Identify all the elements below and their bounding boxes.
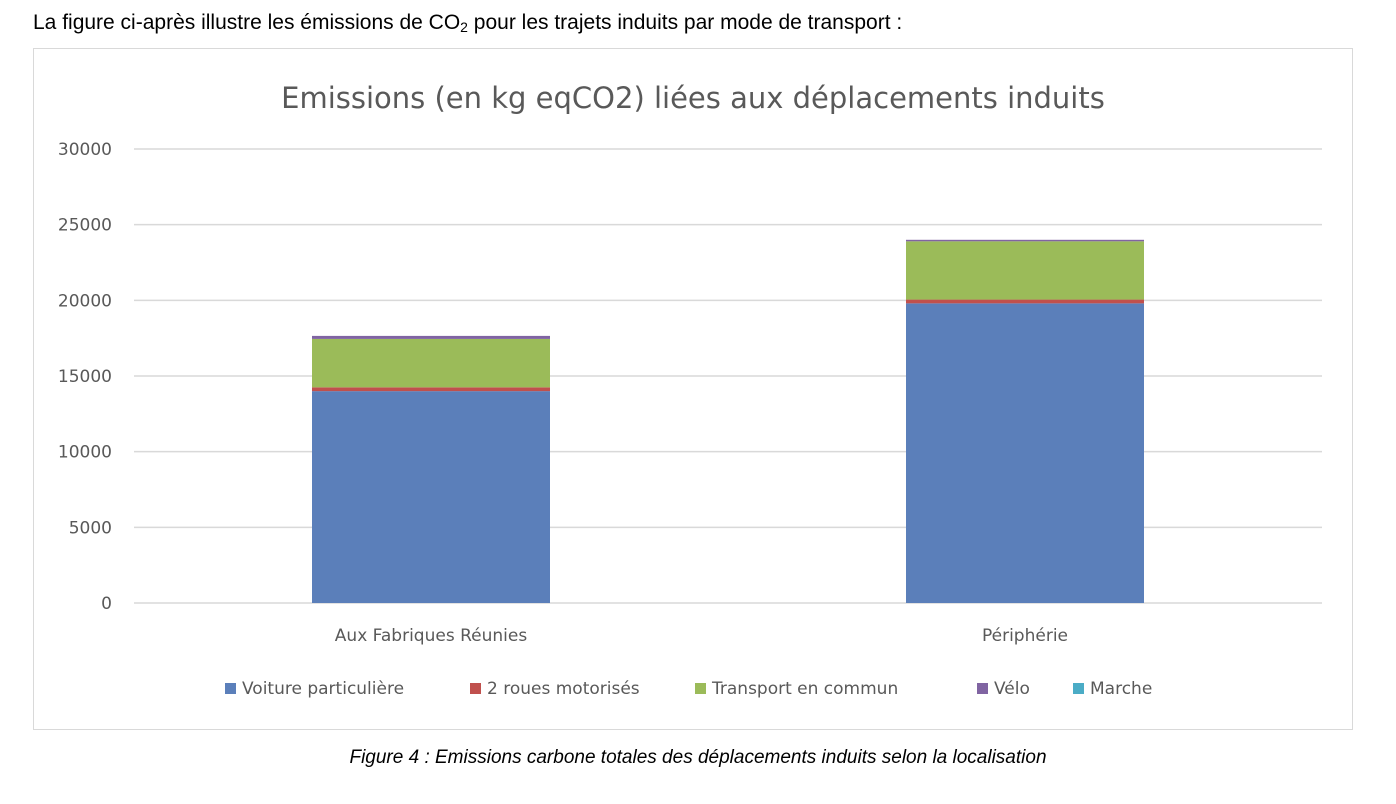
intro-text-after: pour les trajets induits par mode de tra…	[467, 11, 903, 34]
x-tick-label: Aux Fabriques Réunies	[335, 626, 528, 646]
bar-segment	[906, 239, 1144, 242]
stacked-bar-chart: Emissions (en kg eqCO2) liées aux déplac…	[58, 81, 1322, 699]
y-tick-label: 15000	[58, 367, 112, 387]
intro-subscript: 2	[460, 19, 468, 35]
y-tick-label: 10000	[58, 443, 112, 463]
figure-caption: Figure 4 : Emissions carbone totales des…	[349, 747, 1047, 768]
legend-label: Marche	[1090, 679, 1152, 699]
legend-label: Transport en commun	[711, 679, 898, 699]
y-tick-label: 5000	[69, 518, 112, 538]
legend-swatch	[1073, 683, 1084, 694]
legend-swatch	[225, 683, 236, 694]
legend-swatch	[470, 683, 481, 694]
legend-swatch	[977, 683, 988, 694]
y-tick-label: 20000	[58, 291, 112, 311]
bar-segment	[312, 338, 550, 388]
bar-segment	[312, 387, 550, 392]
bar-segment	[906, 241, 1144, 300]
legend-swatch	[695, 683, 706, 694]
bar-segment	[906, 303, 1144, 603]
bar-segment	[312, 391, 550, 603]
intro-text-before: La figure ci-après illustre les émission…	[33, 11, 461, 34]
y-tick-label: 30000	[58, 140, 112, 160]
chart-title: Emissions (en kg eqCO2) liées aux déplac…	[281, 81, 1105, 115]
legend-label: 2 roues motorisés	[487, 679, 640, 699]
bar-segment	[312, 335, 550, 339]
y-tick-label: 0	[101, 594, 112, 614]
legend-label: Vélo	[994, 679, 1030, 699]
intro-paragraph: La figure ci-après illustre les émission…	[33, 8, 902, 38]
x-tick-label: Périphérie	[982, 626, 1068, 646]
legend-label: Voiture particulière	[242, 679, 404, 699]
chart-frame: Emissions (en kg eqCO2) liées aux déplac…	[33, 48, 1353, 730]
y-tick-label: 25000	[58, 216, 112, 236]
bar-segment	[906, 299, 1144, 304]
